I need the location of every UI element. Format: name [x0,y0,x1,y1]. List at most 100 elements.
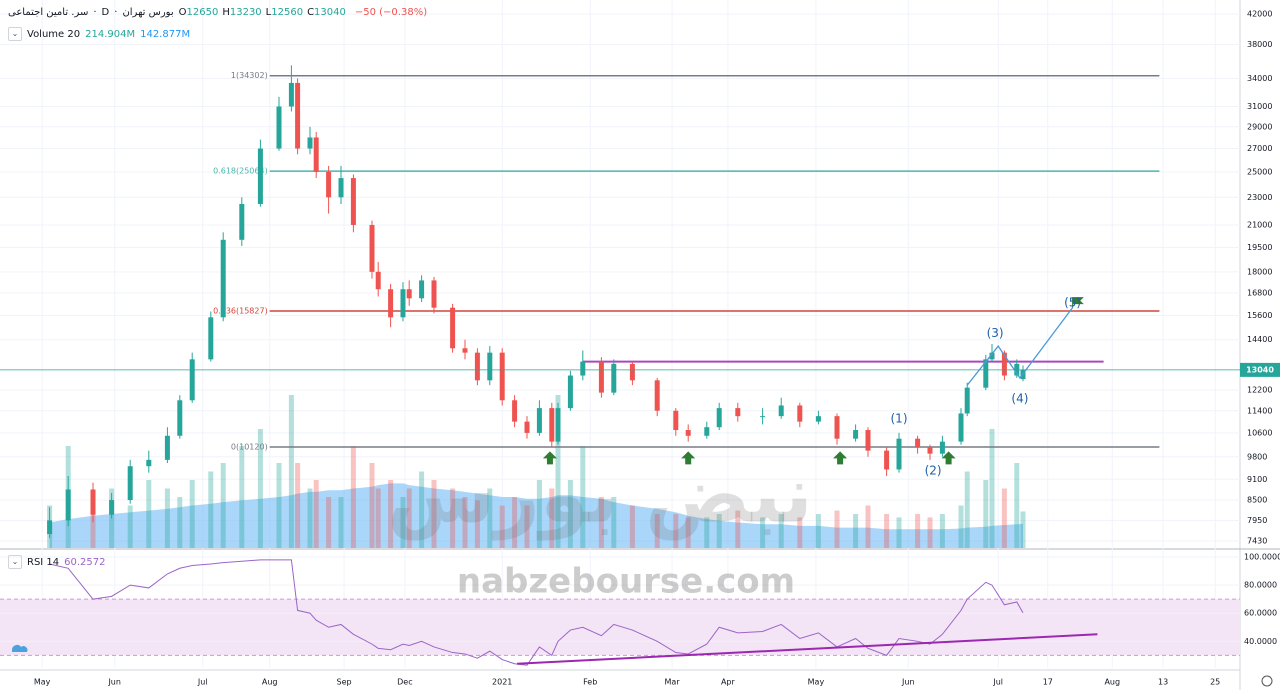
candle-body [884,450,890,470]
y-tick-label: 7430 [1247,536,1267,545]
symbol: سر. تامین اجتماعی [8,7,89,18]
x-tick-label: Jun [901,678,915,687]
volume-bar [90,497,96,548]
x-tick-label: Jul [197,678,208,687]
y-tick-label: 16800 [1247,288,1272,297]
volume-bar [1001,488,1007,548]
y-tick-label: 11400 [1247,406,1272,415]
volume-bar [295,463,301,548]
volume-bar [276,463,282,548]
volume-bar [1014,463,1020,548]
volume-bar [499,505,505,548]
target-flag [1072,297,1084,308]
wave-label: (2) [925,464,942,478]
y-tick-label: 19500 [1247,243,1272,252]
volume-bar [716,514,722,548]
candle-body [865,430,871,451]
candle-body [406,289,412,299]
candle-body [338,178,344,198]
candle-body [915,438,921,448]
rsi-name: RSI 14 [27,556,60,568]
volume-bar [685,517,691,548]
candle-body [462,348,468,353]
last-price-label: 13040 [1246,365,1274,374]
x-tick-label: May [34,678,51,687]
volume-bar [388,480,394,548]
collapse-button[interactable]: ⌄ [8,555,22,569]
candle-body [524,421,530,433]
x-tick-label: 25 [1210,678,1220,687]
change: −50 (−0.38%) [354,7,428,18]
ohlc-value: 13230 [229,7,262,18]
volume-bar [288,395,294,548]
collapse-button[interactable]: ⌄ [8,27,22,41]
candle-body [295,82,301,149]
candle-body [983,359,989,388]
volume-bar [611,497,617,548]
x-tick-label: 13 [1158,678,1168,687]
volume-bar [958,505,964,548]
x-tick-label: Aug [262,678,278,687]
volume-bar [735,510,741,548]
y-tick-label: 100.0000 [1244,553,1280,562]
candle-body [189,359,195,401]
candle-body [896,438,902,470]
buy-arrow [941,451,956,465]
volume-value: 214.904M [85,28,136,40]
candle-body [797,405,803,422]
candle-body [257,148,263,204]
volume-bar [450,488,456,548]
candle-body [1001,352,1007,376]
buy-arrow [833,451,848,465]
volume-bar [567,480,573,548]
y-tick-label: 14400 [1247,335,1272,344]
y-tick-label: 80.0000 [1244,581,1277,590]
buy-arrow [681,451,696,465]
volume-bar [474,500,480,548]
fib-label: 1(34302) [231,71,268,80]
volume-bar [939,514,945,548]
y-tick-label: 10600 [1247,428,1272,437]
watermark-url: nabzebourse.com [457,562,795,602]
candle-body [47,520,53,535]
y-tick-label: 9100 [1247,475,1267,484]
candle-body [958,413,964,442]
candle-body [853,430,859,439]
volume-legend: ⌄ Volume 20 214.904M 142.877M [8,27,190,41]
x-tick-label: Jun [107,678,121,687]
volume-bar [964,471,970,548]
volume-bar [915,514,921,548]
candle-body [109,500,115,515]
volume-ma-value: 142.877M [140,28,191,40]
candle-body [629,363,635,381]
x-tick-label: Feb [583,678,597,687]
fib-label: 0(10120) [231,442,268,451]
watermark-logo: نبض بورس [387,450,812,540]
rsi-legend: ⌄ RSI 14 60.2572 [8,555,106,569]
cloud-icon[interactable] [12,645,28,652]
rsi-band [0,599,1240,656]
exchange: بورس تهران [122,7,174,18]
wave-label: (4) [1011,391,1028,405]
settings-icon[interactable] [1261,675,1273,687]
candle-body [939,441,945,454]
volume-bar [536,480,542,548]
volume-bar [208,471,214,548]
volume-bar [419,471,425,548]
y-tick-label: 34000 [1247,74,1272,83]
volume-bar [927,517,933,548]
candle-body [208,317,214,360]
volume-bar [853,514,859,548]
y-tick-label: 27000 [1247,144,1272,153]
volume-bar [307,488,313,548]
x-tick-label: Dec [397,678,412,687]
y-tick-label: 15600 [1247,311,1272,320]
x-tick-label: Apr [721,678,736,687]
candle-body [164,435,170,460]
y-tick-label: 9800 [1247,452,1267,461]
candle-body [704,427,710,436]
fib-label: 0.236(15827) [213,306,268,315]
candle-body [350,178,356,225]
